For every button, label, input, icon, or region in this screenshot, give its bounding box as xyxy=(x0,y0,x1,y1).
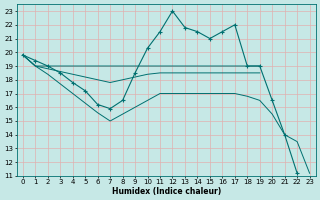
X-axis label: Humidex (Indice chaleur): Humidex (Indice chaleur) xyxy=(112,187,221,196)
